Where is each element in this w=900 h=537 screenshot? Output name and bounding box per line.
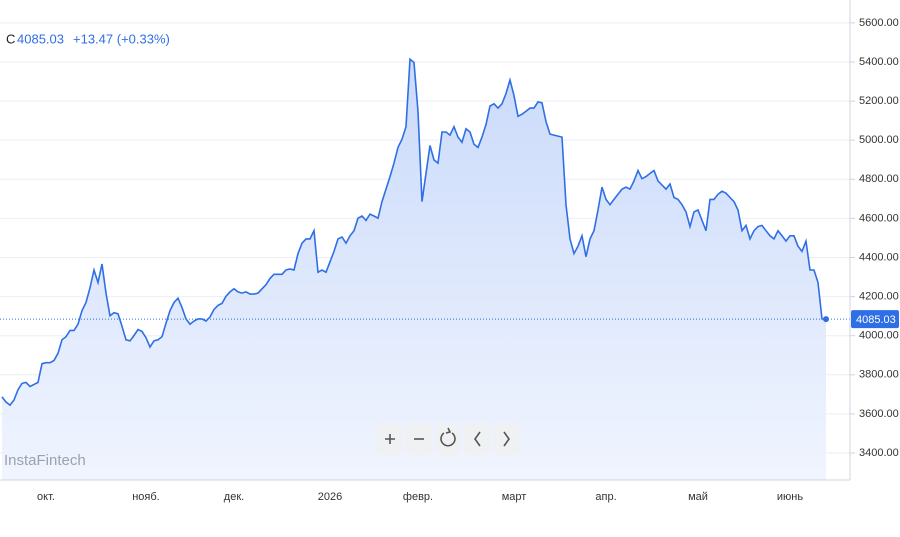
- y-tick-label: 4000.00: [859, 330, 899, 342]
- plot: [0, 57, 850, 480]
- header-value: 4085.03: [17, 31, 64, 46]
- x-tick-label: нояб.: [132, 491, 160, 503]
- right-icon: [503, 431, 510, 447]
- reset-button[interactable]: [435, 423, 461, 455]
- y-tick-label: 5000.00: [859, 134, 899, 146]
- scroll-right-button[interactable]: [493, 423, 519, 455]
- last-price-label: 4085.03: [856, 314, 896, 326]
- y-tick-label: 4600.00: [859, 212, 899, 224]
- header-change: +13.47 (+0.33%): [73, 31, 170, 46]
- x-tick-label: май: [688, 491, 708, 503]
- last-price-badge: [851, 310, 899, 329]
- area-fill: [2, 59, 826, 480]
- y-tick-label: 5600.00: [859, 17, 899, 29]
- x-tick-label: февр.: [403, 491, 433, 503]
- y-tick-label: 3600.00: [859, 408, 899, 420]
- x-tick-label: апр.: [595, 491, 616, 503]
- toolbar: [377, 423, 519, 455]
- reset-icon: [440, 427, 456, 447]
- scroll-left-button[interactable]: [464, 423, 490, 455]
- left-icon: [474, 431, 481, 447]
- y-tick-label: 5400.00: [859, 56, 899, 68]
- last-point: [823, 316, 829, 323]
- x-tick-label: дек.: [224, 491, 244, 503]
- x-tick-label: март: [502, 491, 527, 503]
- x-tick-label: 2026: [318, 491, 342, 503]
- x-tick-label: июнь: [777, 491, 803, 503]
- y-tick-label: 3800.00: [859, 369, 899, 381]
- y-tick-label: 4800.00: [859, 173, 899, 185]
- x-tick-label: окт.: [37, 491, 55, 503]
- y-tick-label: 4200.00: [859, 291, 899, 303]
- y-tick-label: 4400.00: [859, 251, 899, 263]
- y-tick-label: 3400.00: [859, 447, 899, 459]
- y-tick-label: 5200.00: [859, 95, 899, 107]
- plus-icon: [385, 434, 395, 444]
- header-label: C: [6, 31, 15, 46]
- watermark: InstaFintech: [4, 452, 86, 469]
- price-line: [1, 57, 827, 407]
